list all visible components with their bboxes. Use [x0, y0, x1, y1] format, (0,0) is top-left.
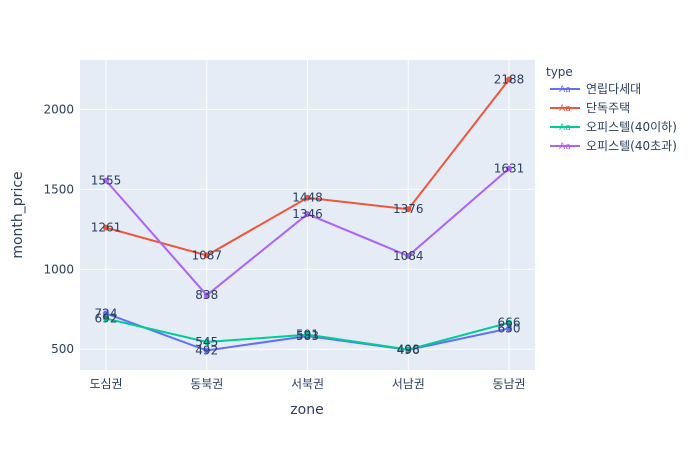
data-label: 583: [296, 329, 319, 343]
x-axis: 도심권 동북권 서북권 서남권 동남권: [89, 377, 525, 391]
data-point: [203, 252, 210, 259]
data-point: [304, 211, 311, 218]
legend-marker: Aa: [559, 142, 571, 152]
data-label: 838: [195, 288, 218, 302]
data-point: [103, 177, 109, 184]
legend-marker: Aa: [559, 104, 571, 114]
data-point: [103, 310, 109, 317]
data-label: 1376: [393, 202, 424, 216]
data-labels: 724 492 583 496 630 1261 1087 1448 1376 2188 692 54…: [91, 72, 525, 357]
data-point: [103, 315, 109, 322]
data-label: 591: [296, 328, 319, 342]
legend-label: 단독주택: [586, 101, 630, 115]
data-point: [506, 325, 512, 332]
data-point: [304, 331, 311, 338]
data-label: 1084: [393, 249, 424, 263]
x-tick-label: 동남권: [492, 377, 525, 391]
legend-marker: Aa: [559, 85, 571, 95]
x-axis-title: zone: [290, 402, 323, 418]
data-label: 1261: [91, 221, 122, 235]
y-axis: 500 1000 1500 2000: [43, 103, 74, 357]
data-point: [103, 224, 109, 231]
x-tick-label: 서북권: [291, 377, 324, 391]
data-label: 498: [397, 343, 420, 357]
data-point: [203, 347, 210, 354]
data-point: [203, 292, 210, 299]
legend-label: 연립다세대: [586, 82, 641, 96]
y-tick-label: 1000: [43, 262, 74, 276]
grid: [80, 60, 535, 370]
data-label: 2188: [494, 72, 525, 86]
data-point: [506, 319, 512, 326]
data-label: 1631: [494, 162, 525, 176]
data-label: 1555: [91, 174, 122, 188]
legend: type Aa 연립다세대 Aa 단독주택 Aa 오피스텔(40이하) Aa 오피스텔(40초…: [546, 65, 677, 153]
y-tick-label: 2000: [43, 103, 74, 117]
data-label: 496: [397, 343, 420, 357]
data-label: 724: [95, 306, 118, 320]
x-tick-label: 동북권: [190, 377, 223, 391]
x-tick-label: 서남권: [392, 377, 425, 391]
data-label: 545: [195, 335, 218, 349]
data-point: [405, 206, 412, 213]
data-label: 1087: [191, 248, 222, 262]
data-label: 630: [498, 321, 521, 335]
legend-label: 오피스텔(40초과): [586, 139, 677, 153]
data-label: 666: [498, 316, 521, 330]
legend-marker: Aa: [559, 123, 571, 133]
data-point: [405, 346, 412, 353]
y-axis-title: month_price: [10, 171, 26, 258]
legend-label: 오피스텔(40이하): [586, 120, 677, 134]
y-tick-label: 500: [51, 342, 74, 356]
x-tick-label: 도심권: [89, 377, 122, 391]
data-label: 692: [95, 312, 118, 326]
data-label: 1346: [292, 207, 323, 221]
data-label: 492: [195, 344, 218, 358]
data-label: 1448: [292, 191, 323, 205]
data-point: [203, 339, 210, 346]
y-tick-label: 1500: [43, 182, 74, 196]
data-point: [304, 194, 311, 201]
data-point: [506, 76, 512, 83]
data-point: [405, 252, 412, 259]
data-point: [506, 165, 512, 172]
series-lines: [103, 76, 512, 354]
legend-title: type: [546, 65, 573, 79]
